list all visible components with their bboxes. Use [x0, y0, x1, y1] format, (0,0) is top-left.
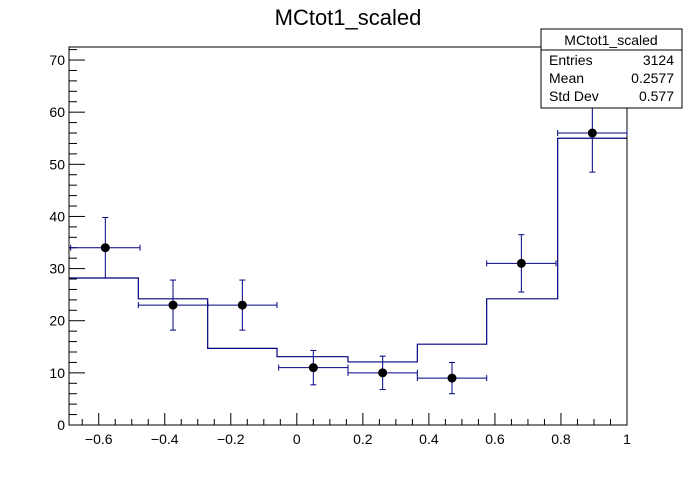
histogram-step-line [69, 137, 627, 363]
data-point [416, 361, 488, 395]
y-tick-label: 20 [49, 313, 65, 329]
stats-mean-value: 0.2577 [631, 70, 674, 86]
data-point [207, 279, 278, 331]
data-marker [587, 128, 597, 138]
x-tick-label: 0.2 [353, 431, 373, 447]
stats-stddev-value: 0.577 [639, 88, 674, 104]
y-axis: 0 10 20 30 40 50 60 70 [49, 49, 85, 433]
stats-box: MCtot1_scaled Entries 3124 Mean 0.2577 S… [540, 28, 683, 109]
data-marker [308, 363, 318, 373]
x-tick-label: −0.2 [217, 431, 245, 447]
histogram-layer [69, 137, 627, 363]
y-tick-label: 50 [49, 156, 65, 172]
data-point [278, 349, 349, 386]
x-tick-label: 0.8 [551, 431, 571, 447]
y-tick-label: 30 [49, 261, 65, 277]
data-marker [516, 258, 526, 268]
x-tick-label: −0.4 [151, 431, 179, 447]
plot-frame-rect [68, 46, 628, 426]
data-point [347, 355, 418, 391]
plot-frame [68, 46, 628, 426]
x-tick-label: 0.4 [419, 431, 439, 447]
y-tick-label: 40 [49, 208, 65, 224]
y-tick-label: 0 [57, 417, 65, 433]
data-point [70, 216, 141, 279]
data-marker [168, 300, 178, 310]
data-point [486, 234, 557, 293]
x-tick-label: 0.6 [485, 431, 505, 447]
x-axis: −0.6 −0.4 −0.2 0 0.2 0.4 0.6 0.8 1 [81, 413, 631, 447]
stats-mean-label: Mean [549, 70, 584, 86]
data-points-layer [70, 93, 628, 395]
stats-box-title: MCtot1_scaled [564, 32, 657, 48]
y-tick-label: 10 [49, 365, 65, 381]
y-tick-label: 60 [49, 104, 65, 120]
stats-entries-label: Entries [549, 52, 593, 68]
data-marker [237, 300, 247, 310]
stats-box-frame [540, 28, 683, 109]
data-point [137, 279, 209, 331]
stats-stddev-label: Std Dev [549, 88, 599, 104]
x-tick-label: 0 [293, 431, 301, 447]
stats-entries-value: 3124 [643, 52, 674, 68]
data-marker [100, 243, 110, 253]
data-marker [447, 373, 457, 383]
x-tick-label: 1 [623, 431, 631, 447]
data-marker [378, 368, 388, 378]
y-tick-label: 70 [49, 52, 65, 68]
x-tick-label: −0.6 [85, 431, 113, 447]
chart-title: MCtot1_scaled [275, 5, 422, 30]
